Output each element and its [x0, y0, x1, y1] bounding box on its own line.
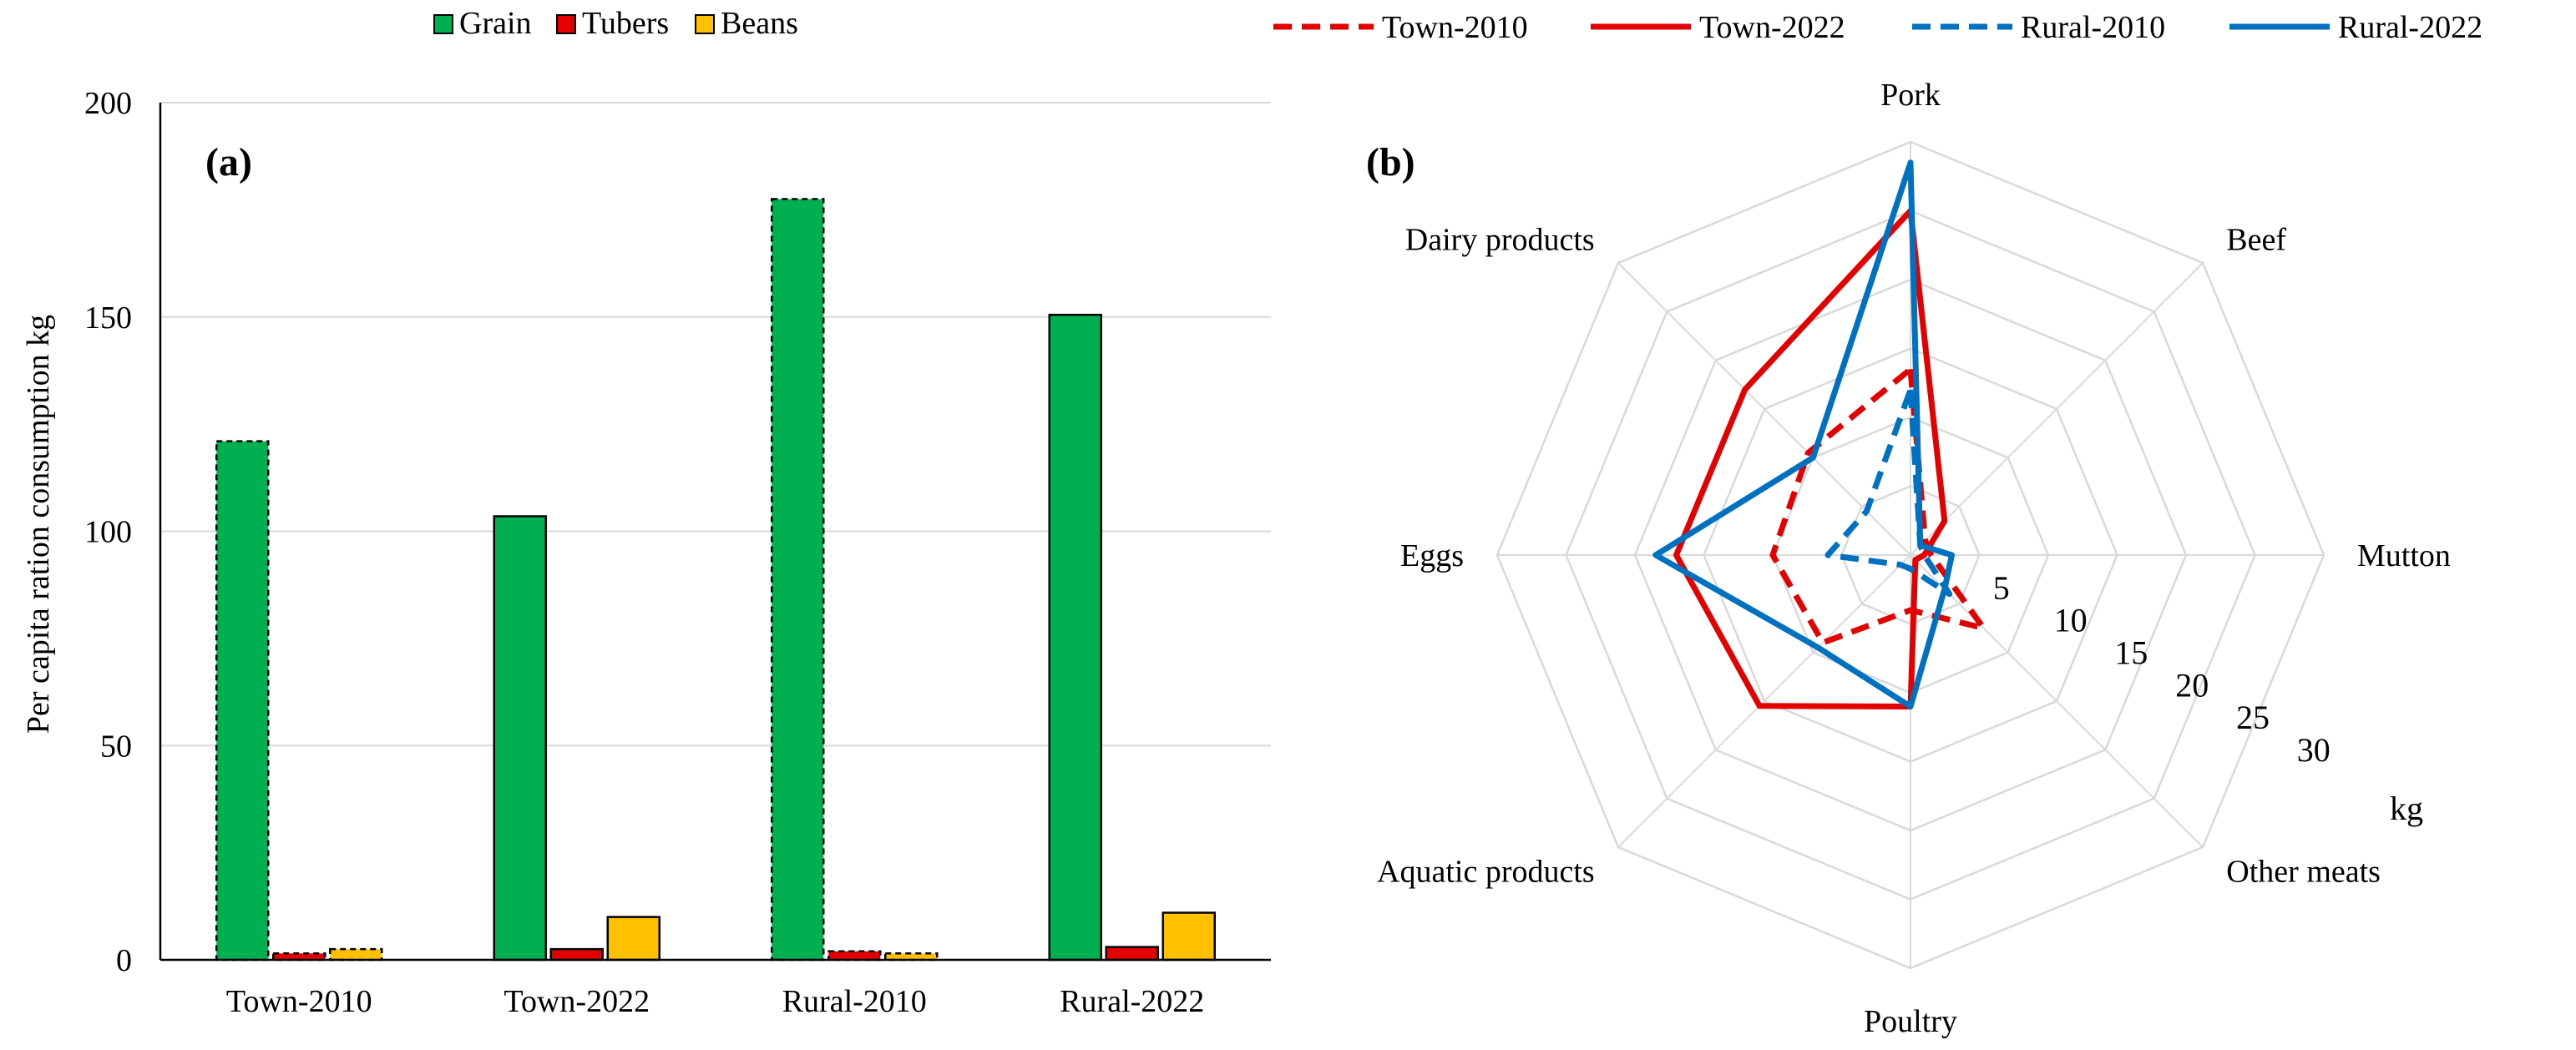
- legend-swatch-tubers: [556, 14, 576, 34]
- bar-tubers-rural-2010: [827, 950, 882, 962]
- radar-spoke-other-meats: [1910, 554, 2204, 848]
- legend-label-tubers: Tubers: [582, 6, 669, 41]
- y-tick-label: 150: [84, 300, 132, 336]
- radar-series-town-2010: [1769, 366, 1986, 646]
- bar-chart-panel: 0 50 100 150 200 Town-2010 Town-2022 Rural-201…: [21, 6, 1271, 1019]
- x-tick-label-rural-2022: Rural-2022: [1060, 984, 1204, 1019]
- radar-axis-label-mutton: Mutton: [2357, 538, 2451, 573]
- y-tick-label: 50: [100, 729, 132, 764]
- radar-axis-label-aquatic-products: Aquatic products: [1377, 854, 1595, 889]
- radar-ring-label-5: 5: [1993, 569, 2010, 607]
- radar-ring-label-30: 30: [2297, 731, 2331, 769]
- bar-grain-rural-2010: [771, 198, 825, 962]
- radar-ring-label-25: 25: [2236, 699, 2270, 736]
- radar-ring-label-20: 20: [2175, 666, 2209, 704]
- x-tick-label-town-2022: Town-2022: [504, 984, 650, 1019]
- legend-swatch-beans: [695, 14, 715, 34]
- bar-chart-gridlines: [160, 102, 1271, 747]
- bar-grain-rural-2022: [1048, 313, 1102, 962]
- radar-axis-label-eggs: Eggs: [1400, 538, 1464, 573]
- radar-axis-label-pork: Pork: [1880, 78, 1941, 113]
- legend-label-beans: Beans: [721, 6, 798, 41]
- radar-chart-panel: Pork Beef Mutton Other meats Poultry Aquatic …: [1273, 10, 2482, 1039]
- radar-chart-unit-label: kg: [2390, 790, 2423, 827]
- bar-chart-y-tick-labels: 0 50 100 150 200: [84, 86, 132, 978]
- legend-label-town-2022: Town-2022: [1699, 10, 1845, 45]
- x-tick-label-rural-2010: Rural-2010: [782, 984, 927, 1019]
- radar-spoke-dairy-products: [1617, 262, 1911, 556]
- radar-spoke-beef: [1910, 262, 2204, 556]
- bar-chart-y-axis-label: Per capita ration consumption kg: [21, 315, 56, 734]
- legend-label-town-2010: Town-2010: [1382, 10, 1528, 45]
- radar-chart-series: [1652, 159, 1986, 709]
- radar-ring-label-15: 15: [2114, 634, 2148, 672]
- legend-swatch-grain: [433, 14, 453, 34]
- bar-chart-x-tick-labels: Town-2010 Town-2022 Rural-2010 Rural-2022: [226, 984, 1204, 1019]
- radar-chart-legend: Town-2010 Town-2022 Rural-2010 Rural-2022: [1273, 10, 2482, 45]
- bar-chart-legend: Grain Tubers Beans: [433, 6, 798, 41]
- bar-beans-town-2010: [329, 947, 383, 962]
- x-tick-label-town-2010: Town-2010: [226, 984, 372, 1019]
- bar-tubers-rural-2022: [1105, 946, 1159, 962]
- radar-axis-label-dairy-products: Dairy products: [1405, 223, 1595, 258]
- bar-tubers-town-2022: [549, 947, 604, 962]
- radar-series-rural-2022: [1652, 159, 1955, 709]
- radar-axis-label-beef: Beef: [2226, 223, 2286, 258]
- legend-label-rural-2022: Rural-2022: [2338, 10, 2482, 45]
- bar-grain-town-2010: [215, 440, 270, 962]
- bar-chart-panel-label: (a): [205, 140, 252, 184]
- legend-label-rural-2010: Rural-2010: [2021, 10, 2165, 45]
- radar-chart-panel-label: (b): [1366, 140, 1415, 184]
- radar-axis-label-poultry: Poultry: [1864, 1004, 1957, 1039]
- y-tick-label: 200: [84, 86, 132, 121]
- radar-axis-label-other-meats: Other meats: [2226, 854, 2381, 889]
- bar-chart-bars: [215, 198, 1216, 962]
- bar-grain-town-2022: [493, 515, 547, 962]
- y-tick-label: 0: [116, 943, 132, 978]
- y-tick-label: 100: [84, 515, 132, 550]
- bar-beans-rural-2022: [1161, 911, 1216, 962]
- radar-chart-ring-labels: 5 10 15 20 25 30: [1993, 569, 2331, 769]
- radar-chart-grid: [1495, 140, 2325, 970]
- bar-beans-town-2022: [606, 916, 660, 962]
- legend-label-grain: Grain: [459, 6, 532, 41]
- radar-spoke-aquatic-products: [1617, 554, 1911, 848]
- radar-chart-axis-labels: Pork Beef Mutton Other meats Poultry Aquatic …: [1377, 78, 2451, 1039]
- radar-ring-label-10: 10: [2054, 602, 2088, 639]
